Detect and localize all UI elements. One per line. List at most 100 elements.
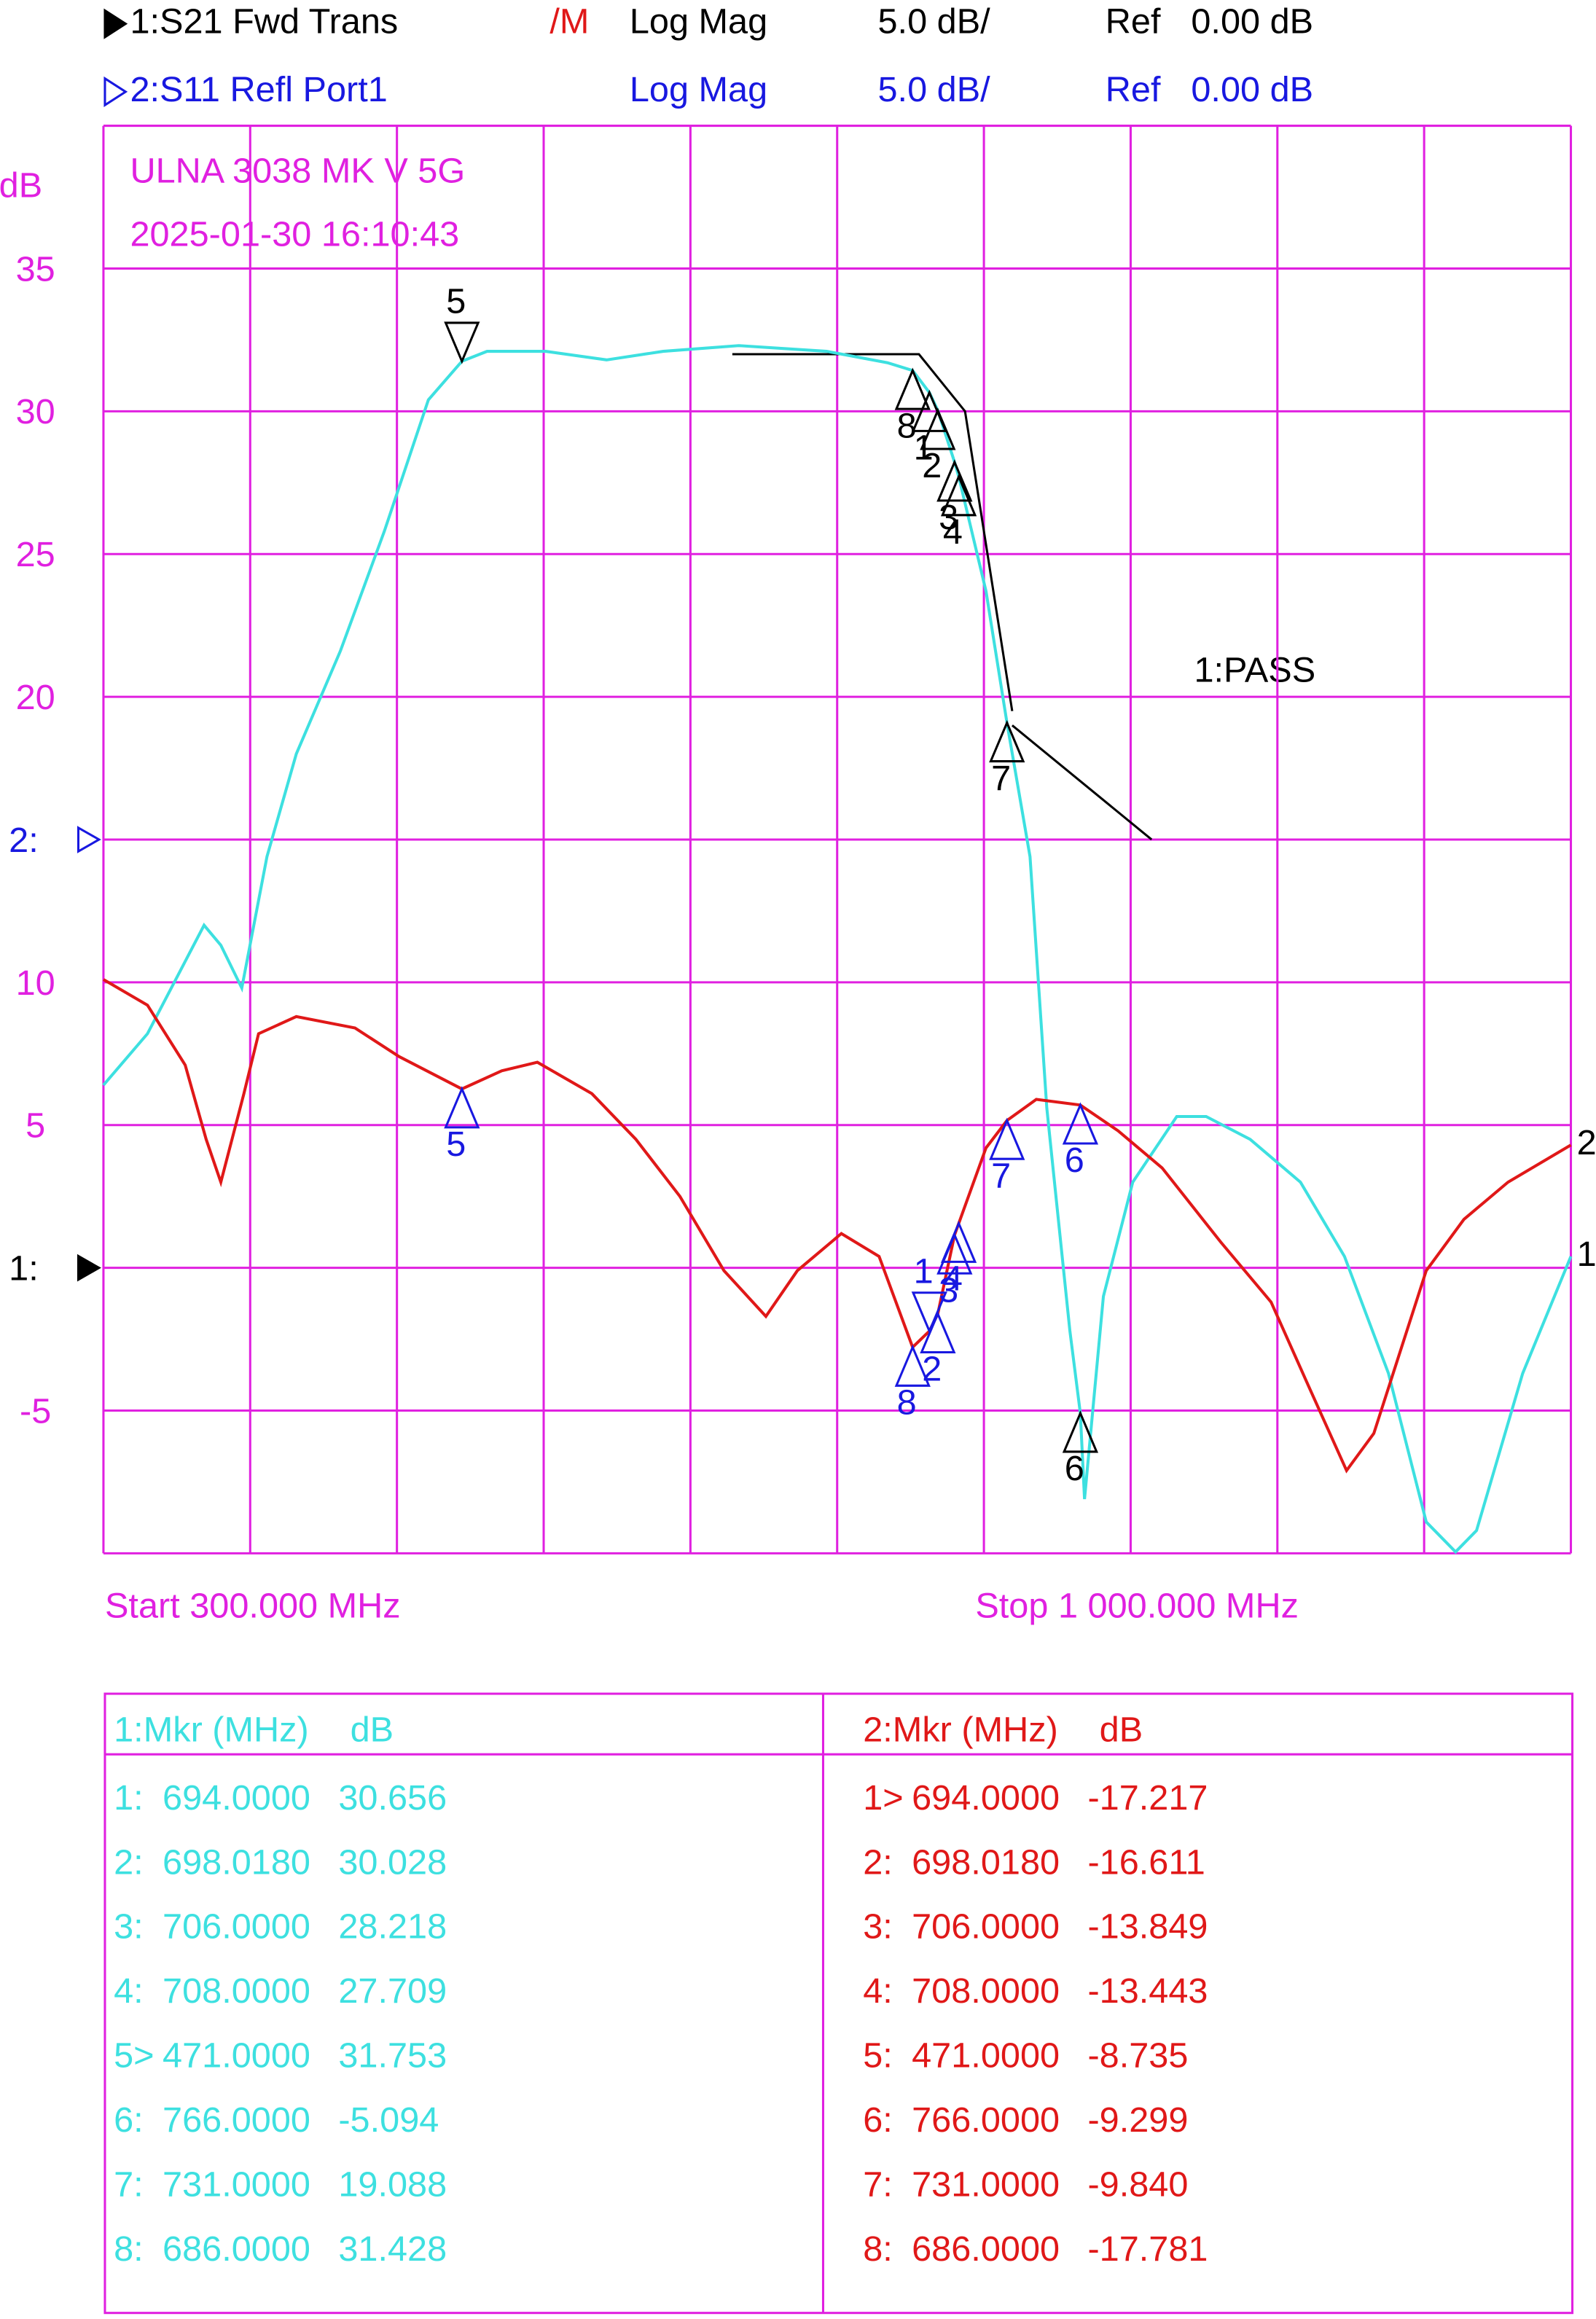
table-row-label: 2: — [863, 1842, 893, 1882]
table-freq: 471.0000 — [163, 2036, 310, 2076]
table-unit: dB — [1100, 1710, 1143, 1750]
trace-scale: 5.0 dB/ — [878, 70, 991, 109]
table-row-label: 5: — [863, 2036, 893, 2076]
trace-scale: 5.0 dB/ — [878, 2, 991, 42]
marker — [894, 367, 931, 410]
table-row-label: 6: — [114, 2100, 144, 2140]
marker — [989, 1117, 1025, 1160]
table-row-label: 1: — [114, 1778, 144, 1818]
trace-ref: Ref — [1106, 2, 1161, 42]
table-row-label: 5> — [114, 2036, 154, 2076]
marker — [1062, 1410, 1099, 1453]
table-freq: 766.0000 — [912, 2100, 1060, 2140]
table-freq: 731.0000 — [163, 2164, 310, 2204]
marker-label: 8 — [897, 1383, 917, 1423]
y-tick-label: 35 — [16, 249, 55, 289]
table-value: 30.028 — [338, 1842, 447, 1882]
table-frame — [103, 1692, 1574, 2315]
table-value: -9.840 — [1087, 2164, 1188, 2204]
y-axis-label: dB — [0, 166, 42, 206]
table-value: 30.656 — [338, 1778, 447, 1818]
marker — [920, 407, 956, 450]
table-value: -16.611 — [1087, 1842, 1205, 1882]
start-label: Start 300.000 MHz — [105, 1586, 401, 1625]
table-value: 31.753 — [338, 2036, 447, 2076]
y-tick-label: 5 — [26, 1106, 45, 1146]
y-tick-label: -5 — [20, 1391, 51, 1431]
trace-ref: Ref — [1106, 70, 1161, 109]
table-freq: 698.0180 — [912, 1842, 1060, 1882]
table-freq: 708.0000 — [163, 1971, 310, 2011]
limit-status: 1:PASS — [1194, 651, 1315, 690]
y-tick-label: 25 — [16, 535, 55, 574]
marker-label: 3 — [939, 498, 958, 537]
table-value: 19.088 — [338, 2164, 447, 2204]
table-row-label: 4: — [114, 1971, 144, 2011]
table-row-label: 6: — [863, 2100, 893, 2140]
annotation: ULNA 3038 MK V 5G — [130, 151, 465, 190]
marker-label: 3 — [939, 1270, 958, 1310]
table-row-label: 7: — [863, 2164, 893, 2204]
marker-label: 1 — [914, 1251, 934, 1291]
limit-line — [732, 353, 1014, 711]
marker — [894, 1344, 931, 1387]
limit-line — [1011, 724, 1153, 841]
table-title: 2:Mkr (MHz) — [863, 1710, 1058, 1750]
marker-label: 6 — [1065, 1141, 1084, 1180]
table-title: 1:Mkr (MHz) — [114, 1710, 309, 1750]
table-value: -8.735 — [1087, 2036, 1188, 2076]
table-row-label: 8: — [863, 2229, 893, 2269]
marker — [444, 1086, 480, 1129]
trace-indicator — [103, 76, 128, 107]
table-value: -5.094 — [338, 2100, 439, 2140]
trace-name: 2:S11 Refl Port1 — [130, 70, 387, 109]
trace-end-label: 1 — [1577, 1235, 1596, 1274]
trace — [102, 978, 1572, 1474]
table-freq: 706.0000 — [163, 1907, 310, 1947]
table-value: -17.781 — [1087, 2229, 1208, 2269]
table-freq: 698.0180 — [163, 1842, 310, 1882]
table-value: 31.428 — [338, 2229, 447, 2269]
table-row-label: 7: — [114, 2164, 144, 2204]
table-value: 28.218 — [338, 1907, 447, 1947]
trace-flag: /M — [549, 2, 589, 42]
trace-end-label: 2 — [1577, 1123, 1596, 1162]
y-tick-label: 2: — [9, 821, 39, 860]
table-freq: 731.0000 — [912, 2164, 1060, 2204]
y-tick-label: 20 — [16, 678, 55, 717]
marker-label: 7 — [991, 1156, 1011, 1195]
trace-indicator — [103, 8, 128, 39]
marker — [444, 321, 480, 364]
table-freq: 694.0000 — [163, 1778, 310, 1818]
table-value: -17.217 — [1087, 1778, 1208, 1818]
marker-label: 2 — [922, 446, 942, 485]
marker — [1062, 1102, 1099, 1145]
y-tick-label: 30 — [16, 392, 55, 431]
marker-label: 4 — [943, 512, 963, 552]
ref-arrow — [77, 1254, 101, 1282]
trace-format: Log Mag — [630, 70, 767, 109]
table-freq: 706.0000 — [912, 1907, 1060, 1947]
table-row-label: 4: — [863, 1971, 893, 2011]
marker — [940, 1220, 977, 1263]
table-value: 27.709 — [338, 1971, 447, 2011]
table-freq: 471.0000 — [912, 2036, 1060, 2076]
marker — [920, 1310, 956, 1353]
table-freq: 686.0000 — [163, 2229, 310, 2269]
table-row-label: 3: — [114, 1907, 144, 1947]
table-unit: dB — [351, 1710, 394, 1750]
marker-label: 7 — [991, 759, 1011, 798]
table-value: -13.849 — [1087, 1907, 1208, 1947]
table-value: -13.443 — [1087, 1971, 1208, 2011]
table-value: -9.299 — [1087, 2100, 1188, 2140]
table-freq: 686.0000 — [912, 2229, 1060, 2269]
trace-format: Log Mag — [630, 2, 767, 42]
marker-label: 2 — [922, 1350, 942, 1389]
table-freq: 708.0000 — [912, 1971, 1060, 2011]
marker-label: 6 — [1065, 1449, 1084, 1488]
marker-label: 5 — [446, 1125, 466, 1164]
marker — [936, 459, 973, 502]
marker-label: 5 — [446, 281, 466, 321]
